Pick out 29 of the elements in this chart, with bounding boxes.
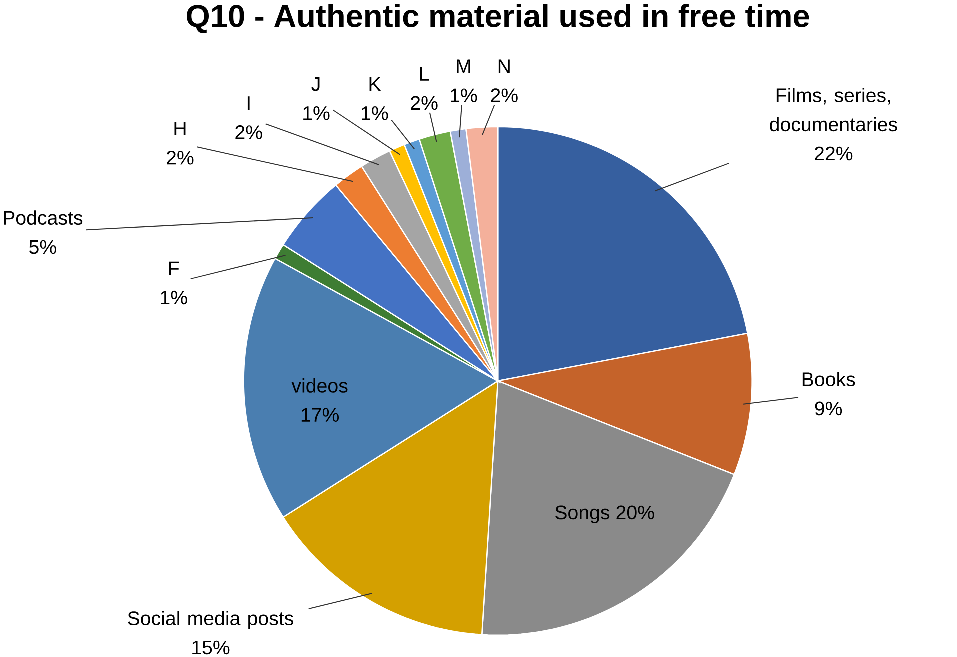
slice-label: L [420,67,430,81]
data-label: 15% [192,640,230,655]
slice-label: Films, series, documentaries [770,88,898,132]
data-label: 1% [362,106,388,120]
data-label: 22% [815,146,853,161]
data-label: 2% [411,96,438,110]
data-label: 1% [304,106,330,120]
slice-label: Social media posts [128,611,294,630]
data-label: 1% [161,290,188,305]
data-label: 2% [491,88,518,102]
data-label: 9% [815,402,842,416]
slice-label: F [169,262,180,276]
data-label: 20% [616,506,654,520]
slice-label: I [248,96,250,110]
slice-label: K [370,77,382,91]
slice-label: Podcasts [4,210,83,225]
slice-label: Songs [556,506,610,524]
slice-label: N [498,60,510,74]
data-label: 2% [236,125,262,140]
slice-label: M [457,60,470,74]
slice-label: H [174,122,186,136]
slice-label: J [312,77,320,92]
slice-label: videos [292,378,348,393]
slice-label: Books [802,372,856,386]
data-label: 17% [302,408,340,422]
data-label: 1% [451,88,478,102]
data-label: 5% [30,240,56,254]
chart-title: Q10 - Authentic material used in free time [187,4,810,34]
data-label: 2% [167,150,194,165]
